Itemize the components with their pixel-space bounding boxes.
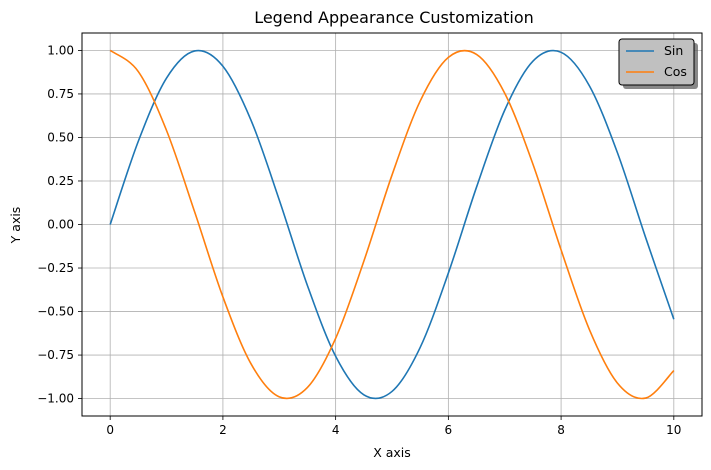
x-axis-label: X axis [373, 445, 411, 460]
x-tick-label: 10 [666, 423, 681, 437]
legend: Sin Cos [618, 38, 698, 89]
series-line-cos [109, 49, 675, 400]
y-axis-label: Y axis [8, 207, 23, 245]
legend-label-sin: Sin [664, 43, 683, 58]
x-tick-label: 2 [219, 423, 227, 437]
series-layer [109, 49, 675, 400]
series-line-sin [109, 49, 675, 400]
x-tick-label: 0 [106, 423, 114, 437]
x-tick-label: 6 [445, 423, 453, 437]
y-tick-label: 0.50 [47, 130, 74, 144]
chart-title: Legend Appearance Customization [254, 8, 534, 27]
y-tick-label: −1.00 [37, 392, 74, 406]
legend-label-cos: Cos [664, 64, 687, 79]
y-tick-label: −0.75 [37, 348, 74, 362]
y-tick-label: 0.00 [47, 218, 74, 232]
y-tick-label: −0.25 [37, 261, 74, 275]
grid [82, 33, 702, 416]
y-tick-label: 0.75 [47, 87, 74, 101]
y-tick-label: −0.50 [37, 305, 74, 319]
y-tick-label: 1.00 [47, 43, 74, 57]
y-tick-label: 0.25 [47, 174, 74, 188]
ticks: 0 2 4 6 8 10 1.00 0.75 0.50 0.25 0.00 −0.25 −0.50 −0.… [37, 43, 681, 437]
x-tick-label: 4 [332, 423, 340, 437]
x-tick-label: 8 [557, 423, 565, 437]
